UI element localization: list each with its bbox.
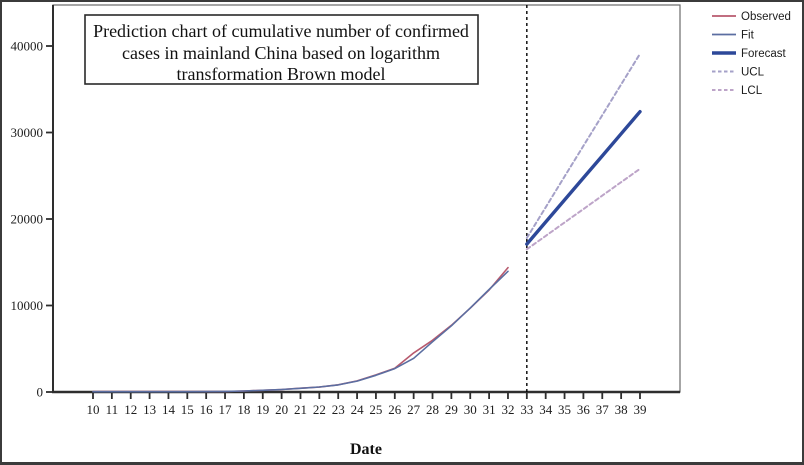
- x-tick-label: 25: [369, 402, 382, 417]
- legend-label-observed: Observed: [741, 11, 791, 23]
- chart-title-line-1: Prediction chart of cumulative number of…: [93, 21, 469, 41]
- series-line-forecast: [525, 109, 642, 246]
- x-tick-label: 28: [426, 402, 439, 417]
- x-tick-label: 16: [200, 402, 214, 417]
- x-tick-label: 23: [332, 402, 345, 417]
- x-tick-label: 24: [351, 402, 365, 417]
- series-line-ucl: [525, 52, 641, 239]
- y-axis-ticks: 0 10000 20000 30000 40000: [11, 39, 53, 400]
- y-tick-label: 30000: [11, 125, 44, 140]
- x-tick-label: 19: [256, 402, 269, 417]
- plot-series: [92, 52, 642, 393]
- x-tick-label: 33: [520, 402, 533, 417]
- chart-title-box: [84, 14, 479, 85]
- x-tick-label: 14: [162, 402, 176, 417]
- y-tick-label: 20000: [11, 212, 44, 227]
- series-line-fit: [92, 270, 509, 393]
- x-tick-label: 10: [87, 402, 100, 417]
- x-tick-label: 21: [294, 402, 307, 417]
- x-tick-label: 29: [445, 402, 458, 417]
- x-tick-label: 18: [237, 402, 250, 417]
- x-tick-label: 38: [615, 402, 628, 417]
- series-line-lcl: [525, 167, 641, 251]
- legend-label-ucl: UCL: [741, 67, 765, 79]
- x-axis-ticks: 10 11 12 13 14 15 16 17 18 19 20 21 22 23 24 25 26 27 28 29…: [87, 392, 646, 417]
- x-tick-label: 39: [633, 402, 646, 417]
- x-tick-label: 15: [181, 402, 194, 417]
- x-tick-label: 13: [143, 402, 156, 417]
- x-tick-label: 35: [558, 402, 571, 417]
- legend-label-lcl: LCL: [741, 85, 763, 97]
- chart-title-line-3: transformation Brown model: [177, 64, 386, 84]
- x-tick-label: 26: [388, 402, 402, 417]
- chart-title-line-2: cases in mainland China based on logarit…: [122, 43, 440, 63]
- x-tick-label: 37: [596, 402, 610, 417]
- x-tick-label: 30: [464, 402, 477, 417]
- x-tick-label: 11: [106, 402, 119, 417]
- y-tick-label: 0: [37, 385, 44, 400]
- x-tick-label: 36: [577, 402, 591, 417]
- x-tick-label: 20: [275, 402, 288, 417]
- x-tick-label: 22: [313, 402, 326, 417]
- x-tick-label: 31: [483, 402, 496, 417]
- x-tick-label: 17: [219, 402, 233, 417]
- x-axis-title: Date: [350, 441, 382, 458]
- x-tick-label: 27: [407, 402, 421, 417]
- legend-label-fit: Fit: [741, 30, 755, 42]
- legend-label-forecast: Forecast: [741, 48, 787, 60]
- legend: Observed Fit Forecast UCL LCL: [712, 11, 791, 97]
- x-tick-label: 12: [124, 402, 137, 417]
- x-tick-label: 34: [539, 402, 553, 417]
- y-tick-label: 40000: [11, 39, 44, 54]
- x-tick-label: 32: [501, 402, 514, 417]
- y-tick-label: 10000: [11, 298, 44, 313]
